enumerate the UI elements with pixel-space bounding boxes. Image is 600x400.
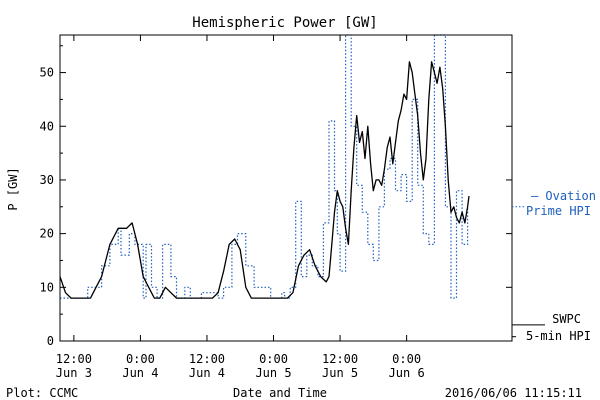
y-axis-label: P [GW] bbox=[6, 167, 20, 210]
footer-left: Plot: CCMC bbox=[6, 386, 78, 400]
x-axis-label: Date and Time bbox=[233, 386, 327, 400]
x-tick-date-label: Jun 6 bbox=[389, 366, 425, 380]
x-tick-date-label: Jun 5 bbox=[255, 366, 291, 380]
swpc-legend-label: SWPC bbox=[552, 312, 581, 326]
ovation-legend-label: — Ovation bbox=[531, 189, 596, 203]
x-tick-time-label: 0:00 bbox=[126, 352, 155, 366]
y-tick-label: 50 bbox=[40, 66, 54, 80]
x-tick-time-label: 12:00 bbox=[56, 352, 92, 366]
y-tick-label: 0 bbox=[47, 334, 54, 348]
y-tick-label: 30 bbox=[40, 173, 54, 187]
swpc-series bbox=[59, 61, 470, 299]
ovation-legend-label: Prime HPI bbox=[526, 204, 591, 218]
y-tick-label: 40 bbox=[40, 119, 54, 133]
y-tick-label: 10 bbox=[40, 280, 54, 294]
x-tick-date-label: Jun 5 bbox=[322, 366, 358, 380]
swpc-legend-label: 5-min HPI bbox=[526, 329, 591, 343]
chart-title: Hemispheric Power [GW] bbox=[192, 15, 377, 31]
x-tick-date-label: Jun 4 bbox=[189, 366, 225, 380]
x-tick-date-label: Jun 4 bbox=[122, 366, 158, 380]
ovation-series bbox=[60, 34, 469, 299]
plot-frame bbox=[59, 34, 513, 342]
x-tick-date-label: Jun 3 bbox=[56, 366, 92, 380]
x-tick-time-label: 12:00 bbox=[189, 352, 225, 366]
x-tick-time-label: 12:00 bbox=[322, 352, 358, 366]
y-axis: 0 10 20 30 40 50 bbox=[40, 45, 512, 348]
x-tick-time-label: 0:00 bbox=[392, 352, 421, 366]
footer-right: 2016/06/06 11:15:11 bbox=[445, 386, 582, 400]
ovation-line bbox=[60, 34, 469, 299]
x-tick-time-label: 0:00 bbox=[259, 352, 288, 366]
y-tick-label: 20 bbox=[40, 227, 54, 241]
swpc-line bbox=[59, 61, 470, 299]
